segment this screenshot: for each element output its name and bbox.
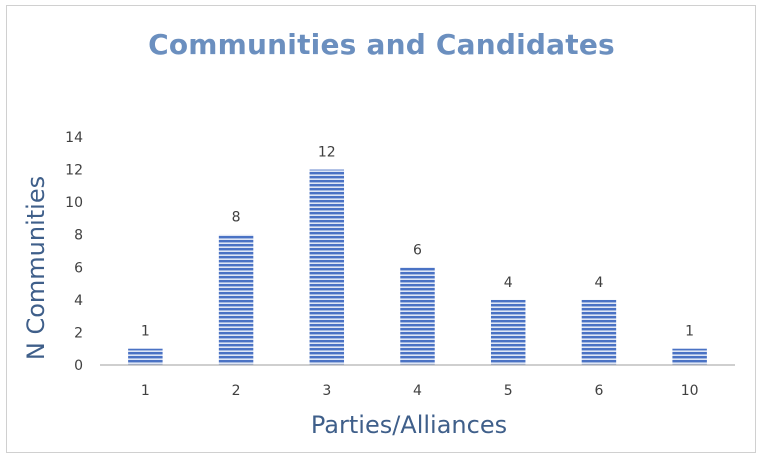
y-tick-label: 14 — [65, 130, 83, 146]
y-tick-label: 2 — [74, 325, 83, 341]
data-label: 4 — [594, 275, 603, 291]
bar — [672, 348, 707, 365]
y-tick-label: 8 — [74, 228, 83, 244]
x-tick-label: 3 — [322, 383, 331, 399]
y-axis-title: N Communities — [22, 176, 50, 360]
x-tick-label: 10 — [681, 383, 699, 399]
bar — [218, 234, 254, 365]
chart-title: Communities and Candidates — [148, 28, 615, 61]
bar — [400, 267, 435, 365]
x-tick-label: 5 — [504, 383, 513, 399]
x-tick-label: 6 — [594, 383, 603, 399]
bar — [128, 348, 163, 365]
data-label: 6 — [413, 242, 422, 258]
y-tick-label: 10 — [65, 195, 83, 211]
data-label: 8 — [232, 210, 241, 226]
x-tick-label: 1 — [141, 383, 150, 399]
chart-area — [6, 5, 756, 453]
data-label: 1 — [685, 324, 694, 340]
data-label: 4 — [504, 275, 513, 291]
y-tick-label: 12 — [65, 163, 83, 179]
bar — [581, 299, 617, 365]
x-axis-title: Parties/Alliances — [311, 411, 507, 439]
x-tick-label: 4 — [413, 383, 422, 399]
data-label: 1 — [141, 324, 150, 340]
data-label: 12 — [318, 145, 336, 161]
y-tick-label: 4 — [74, 293, 83, 309]
bar — [309, 169, 345, 365]
x-tick-label: 2 — [232, 383, 241, 399]
y-tick-label: 6 — [74, 260, 83, 276]
y-tick-label: 0 — [74, 358, 83, 374]
bar — [490, 299, 526, 365]
